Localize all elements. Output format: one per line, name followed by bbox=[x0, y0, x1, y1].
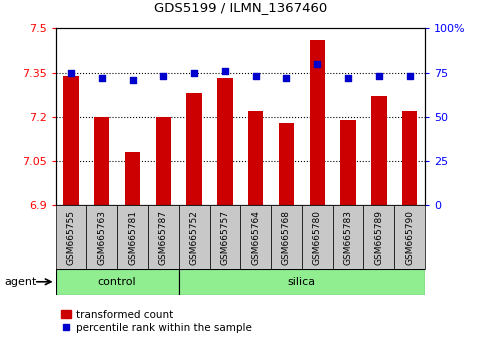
Text: silica: silica bbox=[288, 277, 316, 287]
Text: GSM665790: GSM665790 bbox=[405, 210, 414, 265]
Bar bbox=[125, 152, 140, 205]
Bar bbox=[179, 205, 210, 269]
Bar bbox=[394, 205, 425, 269]
Bar bbox=[156, 117, 171, 205]
Bar bbox=[240, 205, 271, 269]
Bar bbox=[371, 96, 386, 205]
Text: GSM665787: GSM665787 bbox=[159, 210, 168, 265]
Text: GSM665764: GSM665764 bbox=[251, 210, 260, 265]
Point bbox=[159, 73, 167, 79]
Point bbox=[344, 75, 352, 81]
Bar bbox=[302, 205, 333, 269]
Point bbox=[190, 70, 198, 75]
Point bbox=[283, 75, 290, 81]
Bar bbox=[364, 205, 394, 269]
Point bbox=[67, 70, 75, 75]
Text: GDS5199 / ILMN_1367460: GDS5199 / ILMN_1367460 bbox=[154, 1, 327, 14]
Bar bbox=[333, 205, 364, 269]
Point bbox=[406, 73, 413, 79]
Bar bbox=[148, 205, 179, 269]
Bar bbox=[179, 269, 425, 295]
Bar bbox=[217, 79, 233, 205]
Bar bbox=[94, 117, 110, 205]
Point bbox=[252, 73, 259, 79]
Text: agent: agent bbox=[5, 277, 37, 287]
Bar bbox=[402, 111, 417, 205]
Bar bbox=[279, 123, 294, 205]
Text: GSM665752: GSM665752 bbox=[190, 210, 199, 265]
Text: GSM665783: GSM665783 bbox=[343, 210, 353, 265]
Bar bbox=[86, 205, 117, 269]
Bar bbox=[341, 120, 356, 205]
Bar bbox=[56, 269, 179, 295]
Bar bbox=[310, 40, 325, 205]
Point bbox=[221, 68, 229, 74]
Bar bbox=[186, 93, 202, 205]
Text: GSM665789: GSM665789 bbox=[374, 210, 384, 265]
Text: GSM665768: GSM665768 bbox=[282, 210, 291, 265]
Text: GSM665781: GSM665781 bbox=[128, 210, 137, 265]
Point bbox=[313, 61, 321, 67]
Legend: transformed count, percentile rank within the sample: transformed count, percentile rank withi… bbox=[61, 310, 252, 333]
Bar bbox=[117, 205, 148, 269]
Bar bbox=[248, 111, 263, 205]
Text: GSM665780: GSM665780 bbox=[313, 210, 322, 265]
Bar bbox=[63, 75, 79, 205]
Point bbox=[128, 77, 136, 82]
Point bbox=[98, 75, 106, 81]
Text: control: control bbox=[98, 277, 136, 287]
Bar bbox=[56, 205, 86, 269]
Point bbox=[375, 73, 383, 79]
Text: GSM665763: GSM665763 bbox=[97, 210, 106, 265]
Bar bbox=[210, 205, 240, 269]
Text: GSM665757: GSM665757 bbox=[220, 210, 229, 265]
Text: GSM665755: GSM665755 bbox=[67, 210, 75, 265]
Bar bbox=[271, 205, 302, 269]
